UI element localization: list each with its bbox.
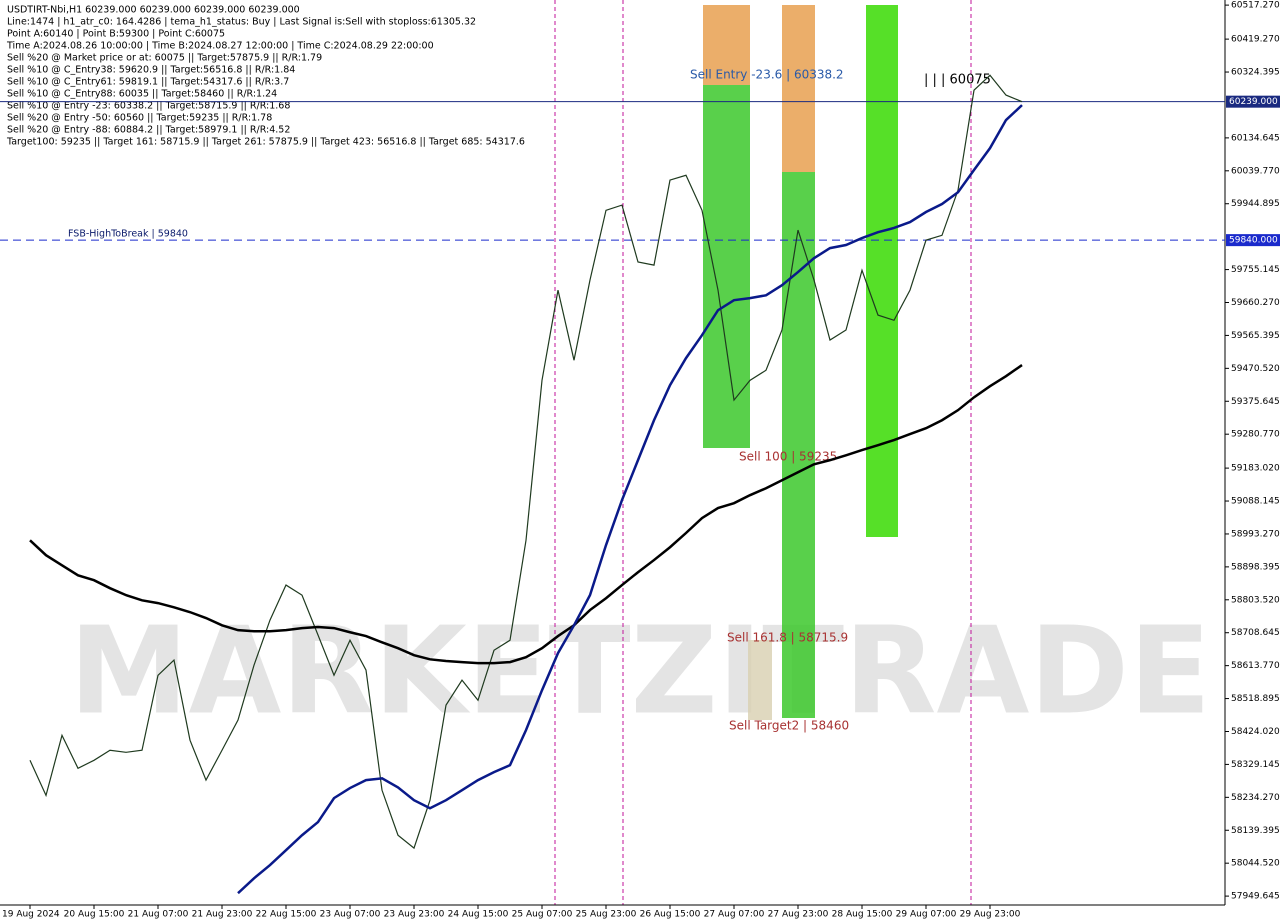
info-line: Sell %10 @ C_Entry61: 59819.1 || Target:… [7,77,289,88]
zone [866,5,898,537]
y-tick-label: 60324.395 [1231,68,1280,78]
y-tick-label: 59088.145 [1231,497,1280,507]
y-tick-label: 58424.020 [1231,727,1280,737]
annotation: FSB-HighToBreak | 59840 [68,229,188,240]
x-tick-label: 20 Aug 15:00 [64,910,125,920]
y-tick-label: 58234.270 [1231,793,1280,803]
y-tick-label: 59470.520 [1231,364,1280,374]
y-tick-label: 59375.645 [1231,397,1280,407]
y-tick-label: 60419.270 [1231,35,1280,45]
y-tick-label: 60039.770 [1231,166,1280,176]
x-tick-label: 22 Aug 15:00 [256,910,317,920]
info-line: Point A:60140 | Point B:59300 | Point C:… [7,29,225,40]
annotation: Sell Target2 | 58460 [729,719,849,733]
x-tick-label: 25 Aug 23:00 [576,910,637,920]
y-tick-label: 59944.895 [1231,199,1280,209]
x-tick-label: 21 Aug 23:00 [192,910,253,920]
info-line: Target100: 59235 || Target 161: 58715.9 … [6,137,525,148]
y-tick-label: 58993.270 [1231,529,1280,539]
info-line: Time A:2024.08.26 10:00:00 | Time B:2024… [6,41,434,52]
annotation: Sell Entry -23.6 | 60338.2 [690,68,844,82]
annotation: | | | 60075 [924,73,991,88]
info-line: Sell %20 @ Market price or at: 60075 || … [7,53,322,64]
x-tick-label: 28 Aug 15:00 [832,910,893,920]
zone [782,5,815,172]
y-tick-label: 59755.145 [1231,265,1280,275]
x-tick-label: 27 Aug 23:00 [768,910,829,920]
y-tick-label: 58708.645 [1231,628,1280,638]
info-line: Sell %20 @ Entry -88: 60884.2 || Target:… [7,125,290,136]
y-tick-label: 59280.770 [1231,430,1280,440]
series-line [29,74,1023,850]
price-box [1226,95,1280,108]
y-tick-label: 58613.770 [1231,661,1280,671]
x-tick-label: 25 Aug 07:00 [512,910,573,920]
info-line: Line:1474 | h1_atr_c0: 164.4286 | tema_h… [7,17,476,28]
x-tick-label: 24 Aug 15:00 [448,910,509,920]
info-line: Sell %20 @ Entry -50: 60560 || Target:59… [7,113,272,124]
plot-area [0,0,1225,905]
annotation: Sell 161.8 | 58715.9 [727,631,848,645]
info-panel: USDTIRT-Nbi,H1 60239.000 60239.000 60239… [6,5,525,148]
annotation: Sell 100 | 59235 [739,450,837,464]
y-tick-label: 59183.020 [1231,464,1280,474]
x-tick-label: 21 Aug 07:00 [128,910,189,920]
watermark: MARKETZITRADE [69,603,1211,742]
price-label: 60239.000 [1229,97,1278,107]
y-tick-label: 58803.520 [1231,595,1280,605]
y-tick-label: 58898.395 [1231,562,1280,572]
zone [703,85,750,448]
info-line: USDTIRT-Nbi,H1 60239.000 60239.000 60239… [7,5,300,16]
info-line: Sell %10 @ Entry -23: 60338.2 || Target:… [7,101,290,112]
x-tick-label: 19 Aug 2024 [2,910,60,920]
y-tick-label: 57949.645 [1231,892,1280,902]
x-tick-label: 23 Aug 23:00 [384,910,445,920]
y-tick-label: 58044.520 [1231,859,1280,869]
series-line [237,104,1023,895]
y-tick-label: 59565.395 [1231,331,1280,341]
info-line: Sell %10 @ C_Entry88: 60035 || Target:58… [7,89,277,100]
zone [703,5,750,85]
price-label: 59840.000 [1229,236,1278,246]
y-tick-label: 59660.270 [1231,298,1280,308]
x-tick-label: 23 Aug 07:00 [320,910,381,920]
x-tick-label: 27 Aug 07:00 [704,910,765,920]
x-tick-label: 29 Aug 07:00 [896,910,957,920]
y-tick-label: 58518.895 [1231,694,1280,704]
y-tick-label: 60517.270 [1231,1,1280,11]
series-line [29,364,1023,665]
x-tick-label: 26 Aug 15:00 [640,910,701,920]
zone [748,640,772,720]
info-line: Sell %10 @ C_Entry38: 59620.9 || Target:… [7,65,295,76]
y-tick-label: 60134.645 [1231,133,1280,143]
price-box [1226,234,1280,247]
x-tick-label: 29 Aug 23:00 [960,910,1021,920]
y-tick-label: 58139.395 [1231,826,1280,836]
y-tick-label: 58329.145 [1231,760,1280,770]
